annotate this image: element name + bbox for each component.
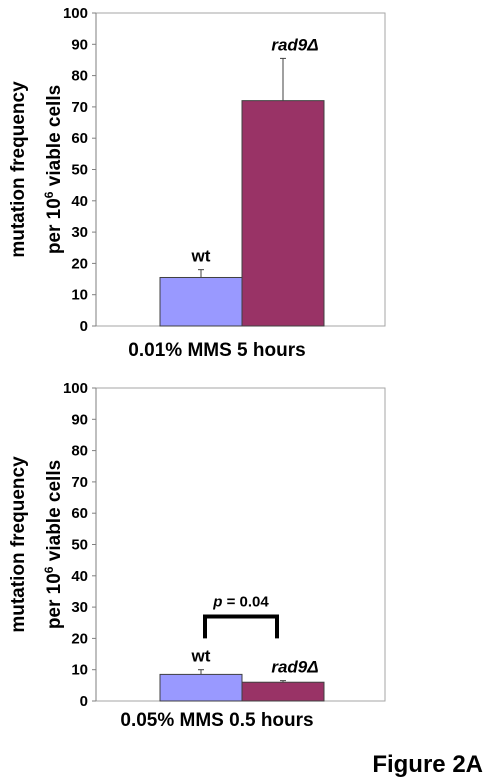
y-tick-label: 0 (80, 318, 88, 335)
figure-label: Figure 2A (372, 751, 483, 778)
y-tick-label: 90 (71, 411, 88, 428)
y-axis-label-line2: per 106 viable cells (42, 85, 65, 254)
y-tick-label: 10 (71, 662, 88, 679)
y-tick-label: 0 (80, 693, 88, 710)
y-axis-label-line1: mutation frequency (8, 456, 29, 633)
bar-label-1: wt (191, 247, 211, 266)
y-tick-label: 50 (71, 537, 88, 554)
y-tick-label: 10 (71, 287, 88, 304)
y-tick-label: 100 (63, 380, 88, 397)
y-tick-label: 60 (71, 505, 88, 522)
y-tick-label: 80 (71, 443, 88, 460)
bar-label-2: rad9Δ (271, 658, 318, 677)
y-tick-label: 30 (71, 224, 88, 241)
y-tick-label: 20 (71, 630, 88, 647)
y-axis-label-line2: per 106 viable cells (42, 460, 65, 629)
bar-label-2: rad9Δ (271, 35, 318, 54)
x-category-label: 0.05% MMS 0.5 hours (120, 710, 313, 731)
bar-1 (159, 276, 243, 327)
y-tick-label: 50 (71, 162, 88, 179)
chart-2: 0 10 20 30 40 50 60 70 80 90 100 mutation frequency… (8, 380, 386, 731)
y-tick-label: 80 (71, 68, 88, 85)
bar-2 (241, 681, 325, 702)
y-tick-label: 100 (63, 5, 88, 22)
plot-area (95, 387, 386, 702)
y-tick-label: 90 (71, 36, 88, 53)
y-tick-label: 30 (71, 599, 88, 616)
significance-bracket (203, 614, 279, 639)
x-category-label: 0.01% MMS 5 hours (128, 340, 305, 361)
y-tick-label: 20 (71, 255, 88, 272)
p-value-label: p = 0.04 (212, 593, 269, 610)
bar-label-1: wt (191, 647, 211, 666)
y-tick-label: 70 (71, 474, 88, 491)
y-axis-label-line1: mutation frequency (8, 81, 29, 258)
bar-2 (241, 100, 325, 327)
y-tick-label: 40 (71, 568, 88, 585)
bar-1 (159, 673, 243, 702)
chart-1: 0 10 20 30 40 50 60 70 80 90 100 mutation frequency… (8, 5, 386, 361)
y-tick-label: 60 (71, 130, 88, 147)
y-tick-label: 70 (71, 99, 88, 116)
y-tick-label: 40 (71, 193, 88, 210)
